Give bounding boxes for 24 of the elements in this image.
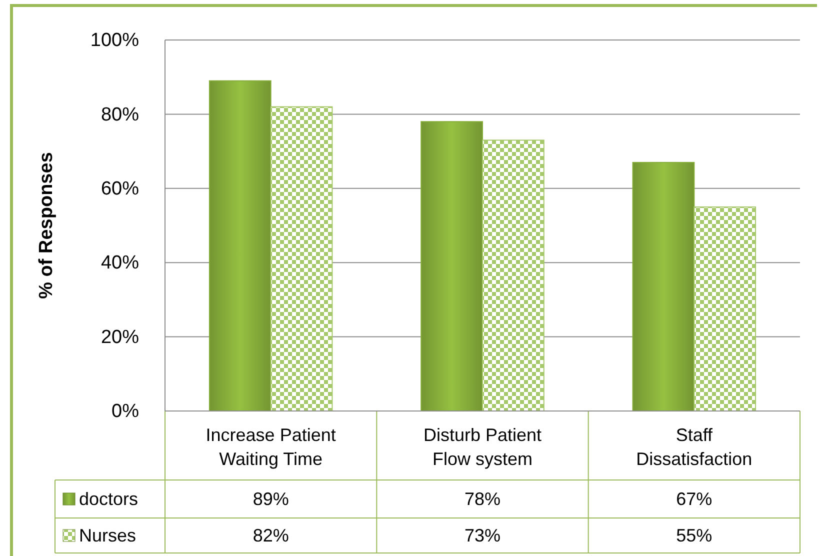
text: 55%	[676, 526, 712, 546]
text: 78%	[464, 489, 501, 509]
text: 82%	[252, 526, 289, 546]
y-tick-label: 100%	[90, 30, 140, 52]
text: 67%	[676, 489, 712, 509]
y-tick-label: 40%	[100, 252, 140, 274]
legend-label: doctors	[79, 489, 138, 509]
bar	[482, 140, 544, 412]
y-tick-label: 20%	[100, 326, 140, 348]
bar	[694, 206, 756, 412]
bar	[208, 80, 272, 412]
y-tick-label: 0%	[112, 401, 140, 422]
y-tick-label: 60%	[100, 178, 140, 200]
y-tick-label: 80%	[100, 104, 140, 126]
text: 89%	[252, 489, 289, 509]
x-tick-label: Increase Patient Waiting Time	[206, 425, 336, 469]
bar	[270, 106, 333, 412]
x-tick-label: Staff Dissatisfaction	[636, 425, 752, 469]
legend-label: Nurses	[79, 526, 136, 546]
bar	[632, 162, 695, 412]
text: 73%	[464, 526, 501, 546]
y-axis-title: % of Responses	[36, 152, 57, 299]
x-tick-label: Disturb Patient Flow system	[423, 425, 542, 469]
bar	[420, 121, 483, 412]
